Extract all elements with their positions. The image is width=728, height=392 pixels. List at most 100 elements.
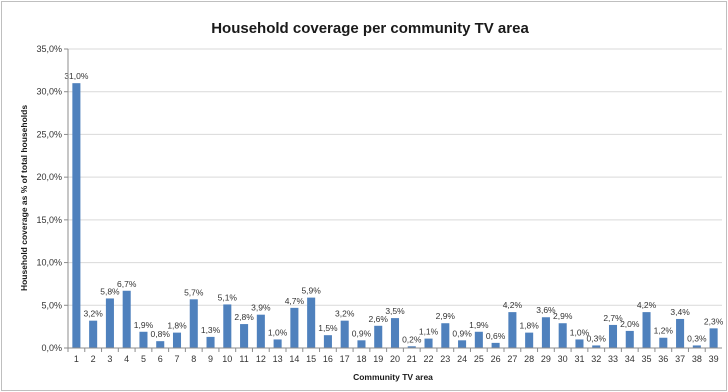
data-label: 2,9% <box>553 311 573 321</box>
data-label: 3,9% <box>251 303 271 313</box>
bar <box>72 83 81 349</box>
data-label: 1,2% <box>654 326 674 336</box>
data-label: 2,7% <box>603 313 623 323</box>
y-tick-label: 35,0% <box>36 44 62 54</box>
bar <box>256 314 265 348</box>
data-label: 5,1% <box>218 292 238 302</box>
x-tick-label: 33 <box>608 354 618 364</box>
data-label: 1,8% <box>167 321 187 331</box>
bar <box>240 324 249 348</box>
bar <box>592 345 601 348</box>
x-tick-label: 27 <box>507 354 517 364</box>
x-tick-label: 10 <box>222 354 232 364</box>
bar <box>374 325 383 348</box>
data-label: 0,2% <box>402 334 422 344</box>
y-tick-label: 20,0% <box>36 172 62 182</box>
data-label: 5,9% <box>301 286 321 296</box>
x-tick-label: 5 <box>141 354 146 364</box>
x-tick-label: 15 <box>306 354 316 364</box>
bar <box>139 331 148 348</box>
bar <box>172 332 182 348</box>
x-tick-label: 38 <box>692 354 702 364</box>
bar <box>709 328 718 348</box>
x-tick-label: 29 <box>541 354 551 364</box>
bar <box>659 337 668 348</box>
bar <box>558 323 567 348</box>
data-label: 1,3% <box>201 325 221 335</box>
x-tick-label: 9 <box>208 354 213 364</box>
bar <box>441 323 450 348</box>
x-axis-ticks: 1 2 3 4 5 6 7 8 9 10 11 12 13 14 15 16 17 18 19 20 21 22 23 24 2… <box>67 348 719 364</box>
y-tick-label: 15,0% <box>36 215 62 225</box>
data-label: 0,6% <box>486 331 506 341</box>
bar <box>541 317 550 348</box>
y-tick-label: 30,0% <box>36 87 62 97</box>
x-tick-label: 35 <box>642 354 652 364</box>
bar <box>307 297 316 348</box>
x-tick-label: 26 <box>491 354 501 364</box>
bar <box>508 312 517 348</box>
data-label: 1,0% <box>268 327 288 337</box>
bar <box>105 298 114 348</box>
data-label: 0,9% <box>452 328 472 338</box>
x-tick-label: 24 <box>457 354 467 364</box>
bar <box>273 339 282 348</box>
x-tick-label: 14 <box>289 354 299 364</box>
bar <box>290 307 299 348</box>
x-tick-label: 19 <box>373 354 383 364</box>
bar <box>642 312 651 348</box>
bar <box>608 324 618 348</box>
bar <box>357 340 366 348</box>
data-label: 2,3% <box>704 316 724 326</box>
data-label: 4,7% <box>285 296 305 306</box>
bar <box>407 346 416 348</box>
data-label: 0,3% <box>687 333 707 343</box>
bar <box>89 320 98 348</box>
gridlines <box>68 48 722 306</box>
data-label: 3,6% <box>536 305 556 315</box>
data-label: 5,7% <box>184 287 204 297</box>
x-tick-label: 1 <box>74 354 79 364</box>
x-tick-label: 31 <box>574 354 584 364</box>
bar <box>692 345 701 348</box>
x-tick-label: 8 <box>191 354 196 364</box>
x-tick-label: 21 <box>407 354 417 364</box>
x-axis-title: Community TV area <box>353 372 433 382</box>
x-tick-label: 37 <box>675 354 685 364</box>
x-tick-label: 13 <box>273 354 283 364</box>
bar <box>122 290 131 348</box>
bar <box>340 320 349 348</box>
x-tick-label: 20 <box>390 354 400 364</box>
bar <box>458 340 467 348</box>
x-tick-label: 4 <box>124 354 129 364</box>
data-label: 4,2% <box>503 300 523 310</box>
data-label: 2,8% <box>234 312 254 322</box>
x-tick-label: 32 <box>591 354 601 364</box>
y-tick-label: 25,0% <box>36 129 62 139</box>
x-tick-label: 28 <box>524 354 534 364</box>
bar <box>323 335 332 348</box>
x-tick-label: 34 <box>625 354 635 364</box>
bars <box>72 83 718 349</box>
x-tick-label: 18 <box>356 354 366 364</box>
data-label: 2,9% <box>436 311 456 321</box>
data-label: 31,0% <box>64 71 89 81</box>
x-tick-label: 23 <box>440 354 450 364</box>
bar <box>676 318 685 348</box>
x-tick-label: 39 <box>709 354 719 364</box>
x-tick-label: 2 <box>91 354 96 364</box>
x-tick-label: 30 <box>558 354 568 364</box>
y-tick-label: 5,0% <box>41 300 62 310</box>
bar <box>223 304 232 348</box>
data-label: 0,9% <box>352 328 372 338</box>
x-tick-label: 3 <box>107 354 112 364</box>
y-axis-title: Household coverage as % of total househo… <box>19 105 29 291</box>
bar <box>189 299 198 348</box>
x-tick-label: 25 <box>474 354 484 364</box>
chart-title: Household coverage per community TV area <box>211 20 529 37</box>
bar <box>424 338 433 348</box>
y-tick-label: 10,0% <box>36 258 62 268</box>
data-label: 1,1% <box>419 327 439 337</box>
